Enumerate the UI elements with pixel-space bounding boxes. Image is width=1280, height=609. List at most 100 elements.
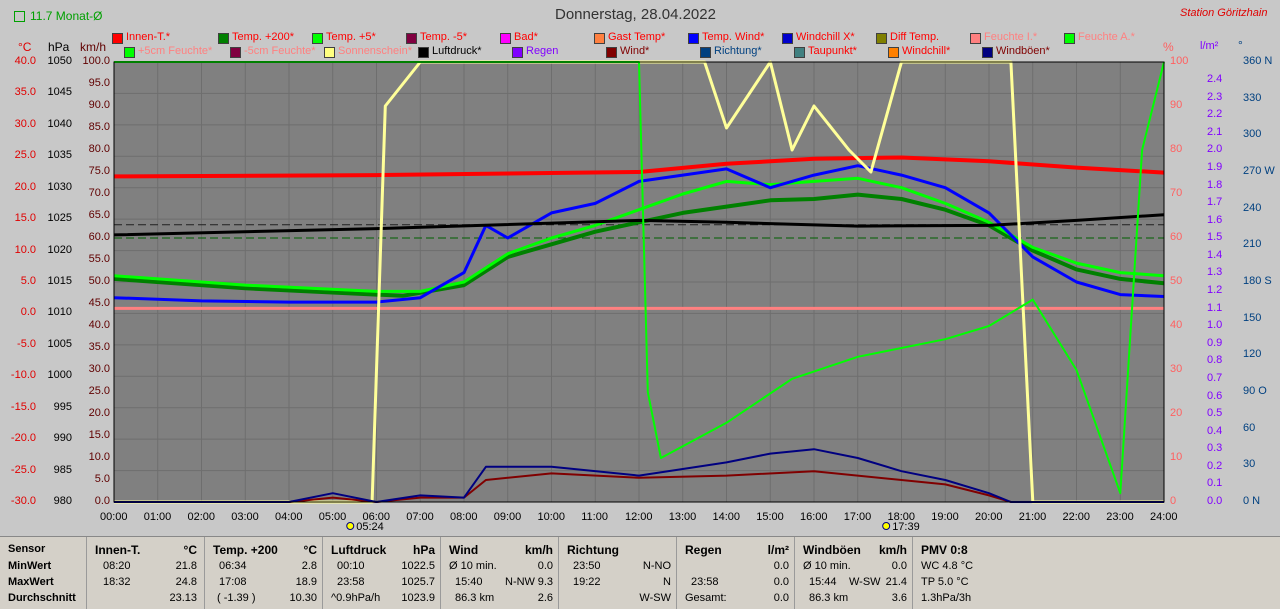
- legend-label-windb-en: Windböen*: [996, 45, 1050, 57]
- rain-tick-label: 2.3: [1207, 90, 1223, 103]
- legend-swatch-windchill-x: [782, 33, 793, 44]
- direction-tick-label: 330: [1243, 91, 1262, 104]
- sunrise-label: 05:24: [356, 521, 384, 533]
- legend-label-sonnenschein: Sonnenschein*: [338, 45, 413, 57]
- rain-tick-label: 1.4: [1207, 248, 1223, 261]
- rain-tick-label: 2.0: [1207, 143, 1223, 156]
- pressure-tick-label: 1005: [47, 337, 72, 350]
- time-tick-label: 15:00: [756, 511, 784, 523]
- direction-tick-label: 240: [1243, 201, 1262, 214]
- stat-panel-innen: Innen-T. °C 08:20 21.8 18:32 24.8 23.13: [86, 537, 205, 609]
- rain-tick-label: 1.0: [1207, 319, 1223, 332]
- stat-min-value: N-NO: [642, 560, 671, 572]
- stat-panel-gust: Windböen km/h Ø 10 min. 0.0 15:44 W-SW 2…: [794, 537, 913, 609]
- stat-avg-value: 23.13: [169, 592, 197, 604]
- temp-tick-label: 10.0: [14, 243, 36, 256]
- rain-tick-label: 2.2: [1207, 108, 1223, 121]
- stat-max-time: 18:32: [103, 576, 131, 588]
- time-tick-label: 13:00: [668, 511, 697, 523]
- time-tick-label: 17:00: [843, 511, 872, 523]
- pressure-tick-label: 985: [53, 463, 72, 476]
- legend-swatch-innen-t: [112, 33, 123, 44]
- wind-tick-label: 20.0: [88, 407, 110, 419]
- humidity-tick-label: 50: [1170, 275, 1183, 287]
- temp-tick-label: 35.0: [14, 86, 36, 99]
- legend-swatch-feuchte-i: [970, 33, 981, 44]
- stat-panel-temp200: Temp. +200 °C 06:34 2.8 17:08 18.9 ( -1.…: [204, 537, 323, 609]
- stat-avg-value: 3.6: [891, 592, 907, 604]
- direction-tick-label: 270 W: [1243, 165, 1275, 177]
- legend-swatch-temp-wind: [688, 33, 699, 44]
- rain-tick-label: 0.7: [1207, 371, 1223, 384]
- stat-max-value: N: [663, 576, 671, 588]
- pressure-tick-label: 1000: [47, 369, 72, 382]
- series-line-temp-wind: [113, 164, 1165, 304]
- plot-frame: [113, 61, 1165, 503]
- temp-tick-label: 5.0: [20, 275, 36, 287]
- stat-title: Temp. +200: [213, 543, 278, 557]
- legend-swatch-temp-5: [312, 33, 323, 44]
- stat-unit: km/h: [878, 543, 907, 557]
- stat-title: PMV 0:8: [921, 543, 968, 557]
- legend-label-feuchte-a: Feuchte A.*: [1078, 31, 1135, 43]
- wind-tick-label: 90.0: [88, 99, 110, 111]
- legend-swatch-luftdruck: [418, 47, 429, 58]
- stat-unit: °C: [303, 543, 317, 557]
- legend-swatch-feuchte-a: [1064, 33, 1075, 44]
- rain-tick-label: 0.3: [1207, 442, 1223, 455]
- stat-max-value: 21.4: [885, 576, 907, 588]
- stat-min-time: 06:34: [219, 560, 247, 572]
- stat-min-value: 21.8: [175, 560, 197, 572]
- unit-hpa: hPa: [48, 40, 70, 54]
- pressure-tick-label: 1030: [47, 180, 72, 193]
- series-line-wind: [114, 470, 1164, 503]
- time-tick-label: 09:00: [493, 511, 522, 523]
- pmv-windchill: WC 4.8 °C: [921, 560, 974, 572]
- stat-avg-value: W-SW: [639, 592, 671, 604]
- rain-tick-label: 2.4: [1207, 73, 1223, 85]
- wind-tick-label: 10.0: [88, 451, 110, 463]
- stat-avg-note: ( -1.39 ): [217, 592, 256, 604]
- stat-max-time: 15:40: [455, 576, 483, 588]
- legend-swatch-richtung: [700, 47, 711, 58]
- time-tick-label: 08:00: [450, 511, 478, 523]
- stat-panel-pressure: Luftdruck hPa 00:10 1022.5 23:58 1025.7 …: [322, 537, 441, 609]
- series-line-feuchte-a: [114, 61, 1165, 495]
- unit-kmh: km/h: [80, 40, 107, 54]
- legend-label-gast-temp: Gast Temp*: [608, 31, 666, 43]
- rain-tick-label: 0.9: [1207, 336, 1223, 349]
- stat-min-time: Ø 10 min.: [449, 560, 497, 572]
- stat-title: Richtung: [567, 543, 619, 557]
- legend-label-windchill-x: Windchill X*: [796, 31, 855, 43]
- stat-min-value: 2.8: [301, 560, 317, 572]
- humidity-tick-label: 40: [1170, 319, 1183, 331]
- pressure-tick-label: 1045: [47, 86, 72, 99]
- legend-swatch-windchill: [888, 47, 899, 58]
- direction-tick-label: 120: [1243, 348, 1262, 361]
- humidity-tick-label: 70: [1170, 187, 1183, 199]
- legend-swatch-temp-200: [218, 33, 229, 44]
- temp-tick-label: -20.0: [10, 432, 36, 445]
- legend-label-luftdruck: Luftdruck*: [432, 45, 482, 57]
- legend-label-taupunkt: Taupunkt*: [808, 45, 857, 57]
- time-tick-label: 16:00: [800, 511, 828, 523]
- legend-swatch-5cm-feuchte: [230, 47, 241, 58]
- stat-title: Wind: [449, 543, 479, 557]
- wind-tick-label: 40.0: [88, 319, 110, 331]
- rain-tick-label: 1.2: [1207, 284, 1223, 296]
- time-tick-label: 04:00: [275, 511, 303, 523]
- time-tick-label: 20:00: [975, 511, 1003, 523]
- stat-unit: l/m²: [767, 543, 789, 557]
- pressure-tick-label: 980: [53, 495, 72, 507]
- unit-percent: %: [1163, 40, 1174, 54]
- wind-tick-label: 0.0: [94, 495, 110, 507]
- stat-max-time: 17:08: [219, 576, 247, 588]
- station-name: Station Göritzhain: [1180, 7, 1268, 19]
- row-label-min: MinWert: [8, 560, 52, 572]
- legend-label-5cm-feuchte: -5cm Feuchte*: [244, 45, 316, 57]
- wind-tick-label: 70.0: [88, 187, 110, 199]
- rain-tick-label: 1.3: [1207, 266, 1223, 279]
- wind-tick-label: 45.0: [88, 297, 110, 309]
- sunset-label: 17:39: [892, 521, 920, 533]
- temp-tick-label: 30.0: [14, 117, 36, 130]
